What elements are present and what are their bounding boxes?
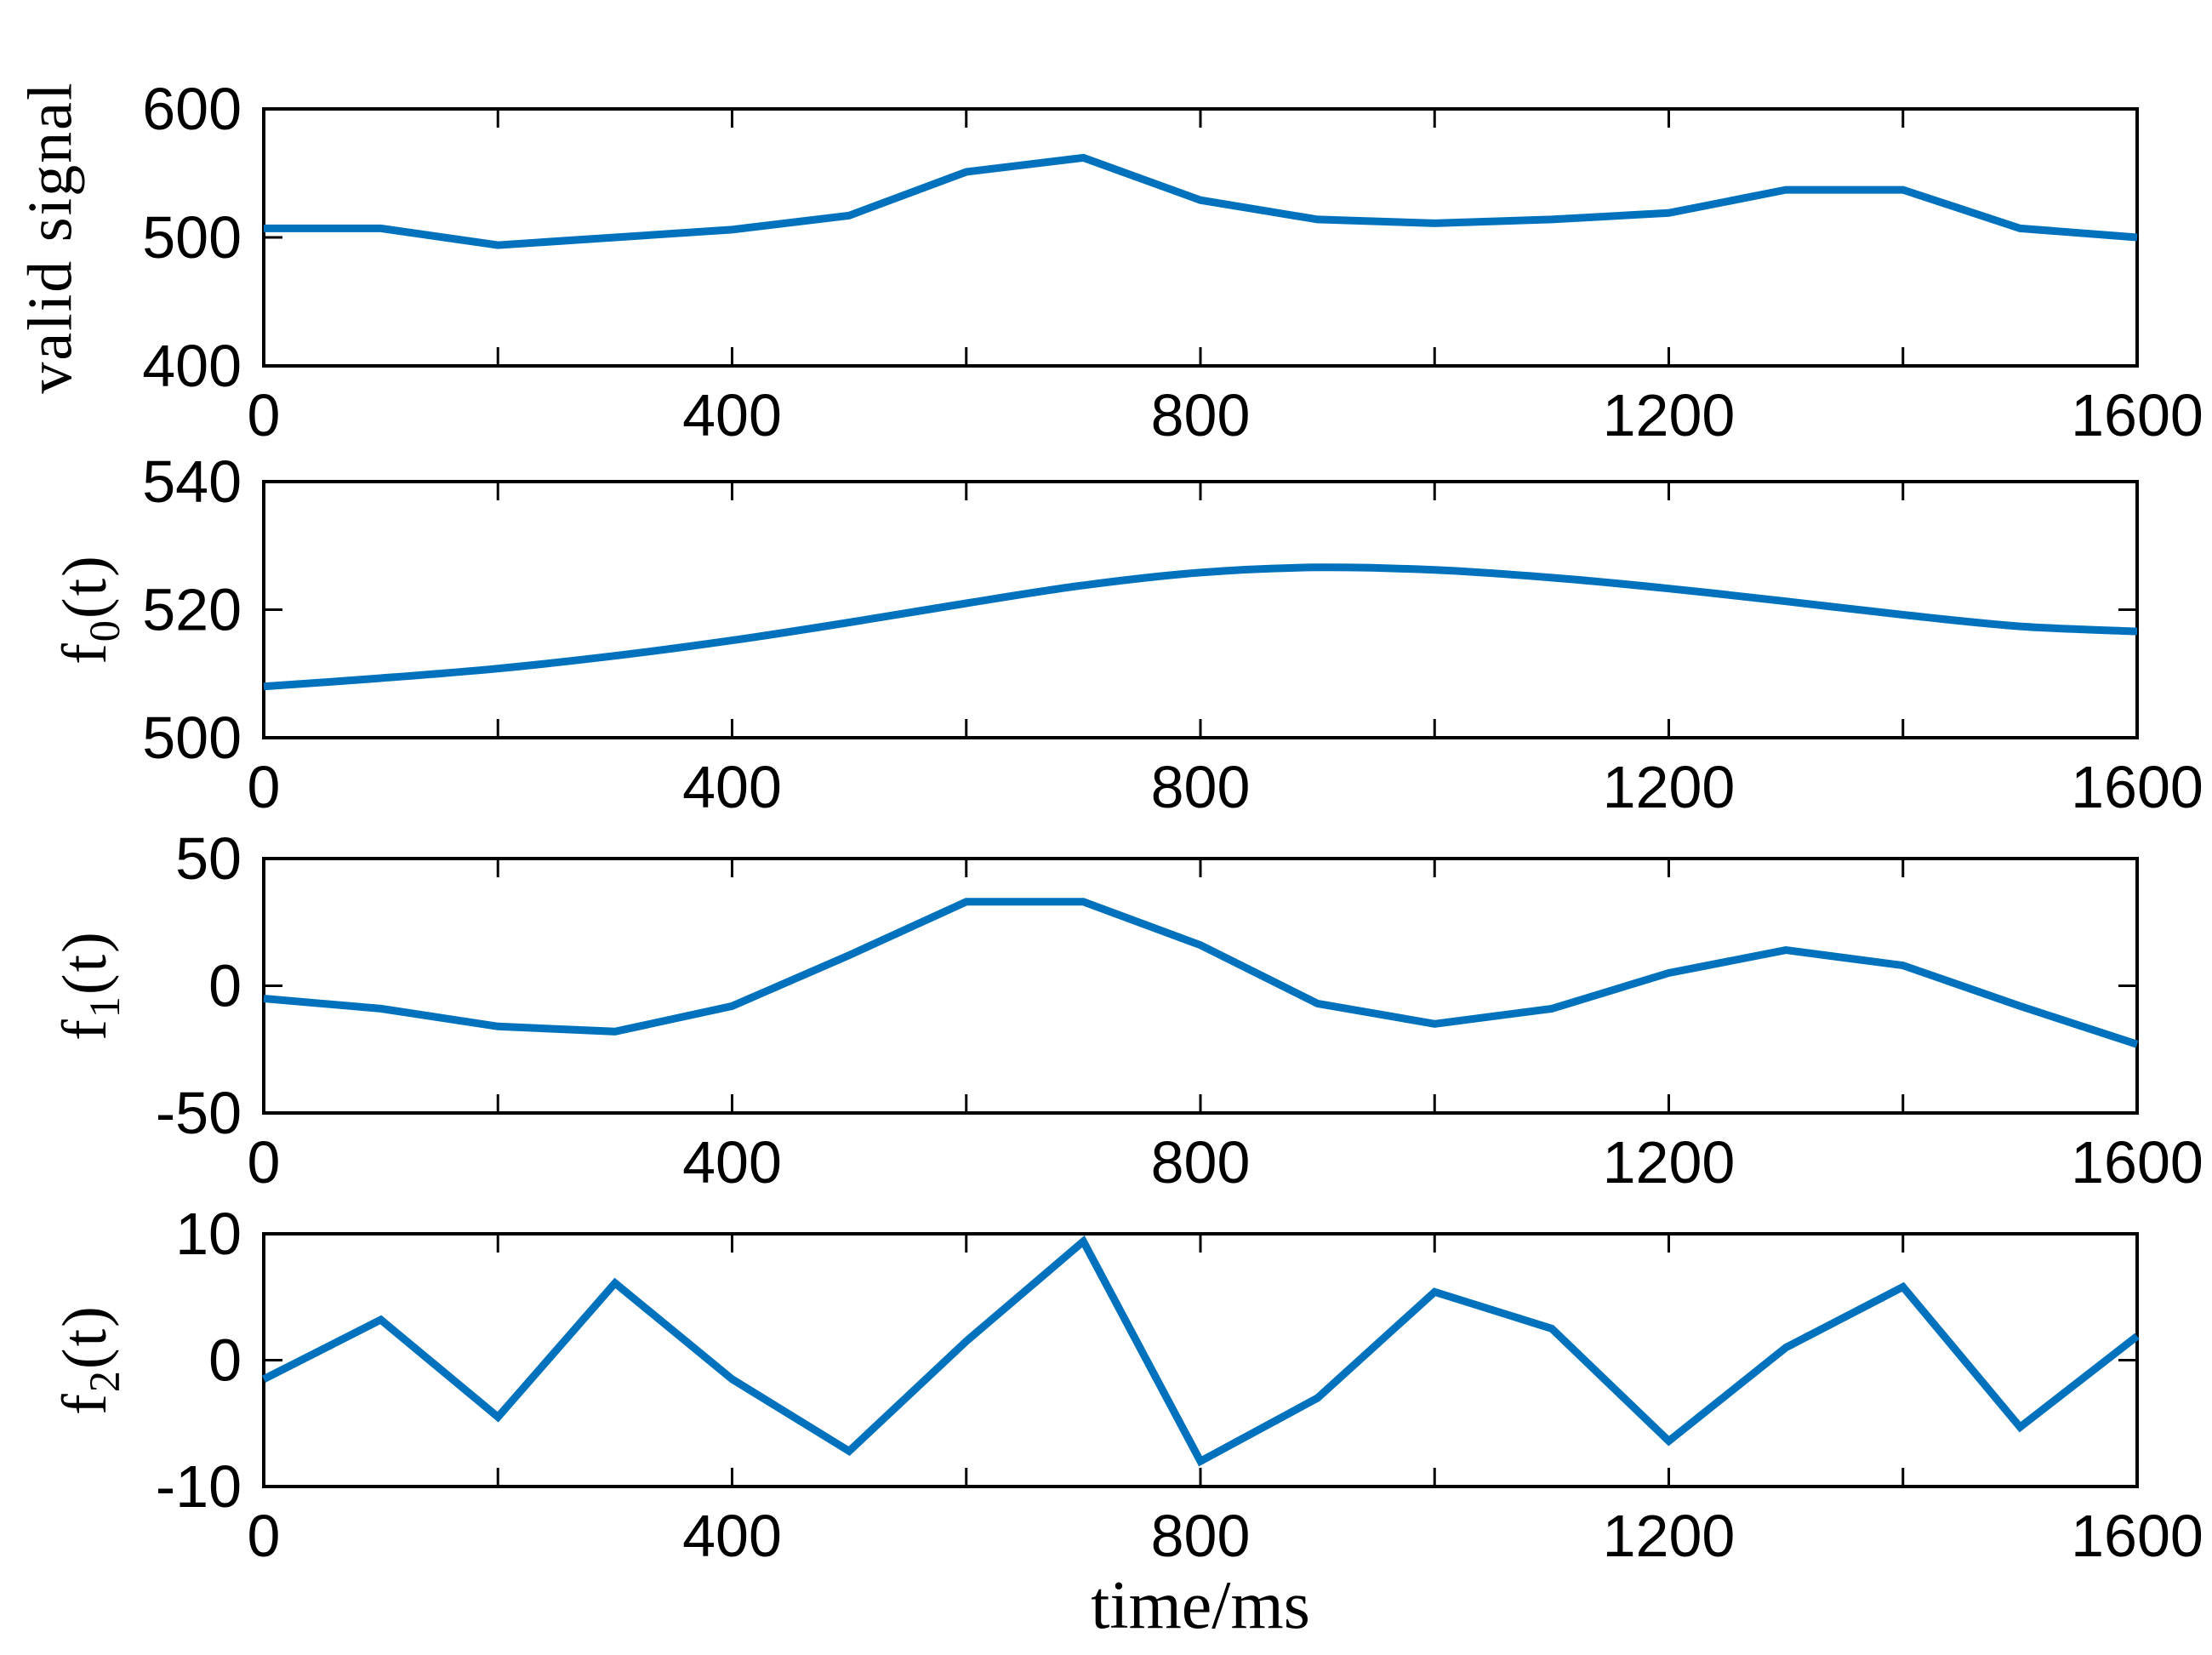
x-tick-label: 0 <box>248 1129 281 1196</box>
series-line <box>264 153 2138 249</box>
y-tick-label: 500 <box>142 705 242 771</box>
x-tick-label: 800 <box>1151 1503 1251 1569</box>
y-tick-label: 400 <box>142 333 242 399</box>
x-tick-label: 400 <box>682 382 782 448</box>
axis-box <box>262 857 2139 1115</box>
y-tick-label: 50 <box>175 825 242 892</box>
x-tick-label: 800 <box>1151 1129 1251 1196</box>
y-tick-label: -10 <box>156 1453 242 1520</box>
x-tick-label: 1600 <box>2071 382 2203 448</box>
x-tick-label: 1200 <box>1603 1503 1736 1569</box>
x-tick-label: 0 <box>248 382 281 448</box>
xlabel-time-ms: time/ms <box>1091 1568 1310 1643</box>
x-tick-label: 800 <box>1151 382 1251 448</box>
x-tick-label: 0 <box>248 1503 281 1569</box>
series-line <box>261 1235 2140 1467</box>
y-tick-label: 600 <box>142 76 242 142</box>
x-tick-label: 1600 <box>2071 1129 2203 1196</box>
x-tick-label: 400 <box>682 1129 782 1196</box>
x-tick-label: 1200 <box>1603 1129 1736 1196</box>
series-line <box>263 898 2139 1048</box>
y-tick-label: 500 <box>142 204 242 271</box>
axis-box <box>262 107 2139 368</box>
x-tick-label: 800 <box>1151 754 1251 820</box>
x-tick-label: 1600 <box>2071 754 2203 820</box>
x-tick-label: 1200 <box>1603 754 1736 820</box>
y-tick-label: -50 <box>156 1080 242 1146</box>
x-tick-label: 1200 <box>1603 382 1736 448</box>
x-tick-label: 0 <box>248 754 281 820</box>
y-tick-label: 10 <box>175 1201 242 1267</box>
x-tick-label: 400 <box>682 1503 782 1569</box>
series-line <box>263 563 2138 691</box>
x-tick-label: 400 <box>682 754 782 820</box>
y-tick-label: 520 <box>142 577 242 643</box>
y-tick-label: 0 <box>208 953 242 1019</box>
y-tick-label: 0 <box>208 1327 242 1394</box>
x-tick-label: 1600 <box>2071 1503 2203 1569</box>
y-tick-label: 540 <box>142 448 242 515</box>
